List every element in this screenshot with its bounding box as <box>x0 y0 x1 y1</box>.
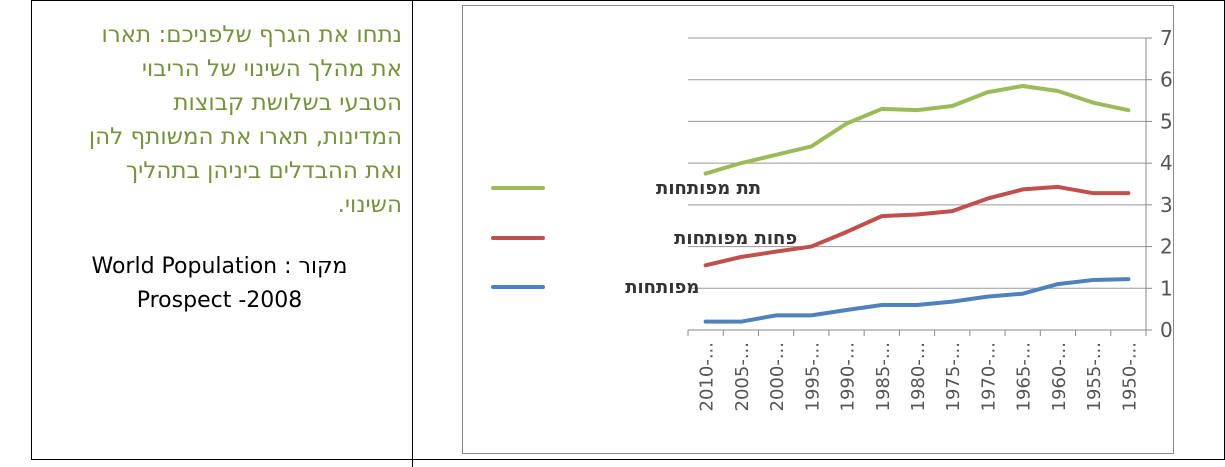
source-text-line2: Prospect -2008 <box>136 288 303 313</box>
y-tick-label: 7 <box>1160 26 1173 50</box>
x-tick-label: 1990-... <box>838 342 859 411</box>
line-chart: 0 1 2 3 4 5 6 7 2010-... 2005-... 2000-... 1995-...… <box>491 26 1173 411</box>
layout-table <box>31 0 1225 460</box>
x-tick-label: 1985-... <box>873 342 894 411</box>
y-tick-label: 1 <box>1160 276 1173 300</box>
question-line: הטבעי בשלושת קבוצות <box>173 90 402 116</box>
x-tick-label: 1950-... <box>1119 342 1140 411</box>
x-tick-label: 2010-... <box>697 342 718 411</box>
y-tick-label: 5 <box>1160 109 1173 133</box>
x-tick-label: 1980-... <box>908 342 929 411</box>
series-line <box>703 184 1131 268</box>
series-line <box>703 277 1131 324</box>
x-tick-label: 1955-... <box>1084 342 1105 411</box>
source-text-line1: World Population <box>91 254 278 279</box>
table-border-left <box>31 0 32 460</box>
y-tick-label: 6 <box>1160 68 1173 92</box>
table-cell-divider <box>412 0 413 467</box>
x-tick-label: 1960-... <box>1049 342 1070 411</box>
question-cell: נתחו את הגרף שלפניכם: תארו את מהלך השינו… <box>33 6 406 446</box>
chart-frame: 0 1 2 3 4 5 6 7 2010-... 2005-... 2000-... 1995-...… <box>462 5 1174 454</box>
legend-label: תת מפותחות <box>656 178 761 199</box>
source-label: מקור : <box>284 254 348 279</box>
y-tick-label: 4 <box>1160 151 1173 175</box>
legend-label: פחות מפותחות <box>674 228 797 249</box>
question-line: נתחו את הגרף שלפניכם: תארו <box>101 22 402 48</box>
series-line <box>703 83 1131 176</box>
x-tick-label: 1975-... <box>943 342 964 411</box>
question-line: המדינות, תארו את המשותף להן <box>88 124 402 150</box>
x-tick-label: 2000-... <box>767 342 788 411</box>
x-tick-label: 2005-... <box>732 342 753 411</box>
question-text: נתחו את הגרף שלפניכם: תארו את מהלך השינו… <box>33 18 402 222</box>
legend-label: מפותחות <box>625 277 699 298</box>
y-tick-label: 3 <box>1160 193 1173 217</box>
question-line: את מהלך השינוי של הריבוי <box>141 56 402 82</box>
x-tick-label: 1995-... <box>802 342 823 411</box>
question-line: ואת ההבדלים ביניהן בתהליך <box>125 158 402 184</box>
y-tick-label: 2 <box>1160 235 1173 259</box>
x-tick-label: 1965-... <box>1014 342 1035 411</box>
y-tick-label: 0 <box>1160 318 1173 342</box>
x-tick-label: 1970-... <box>978 342 999 411</box>
question-line: השינוי. <box>337 192 402 218</box>
source-citation: World Population מקור : Prospect -2008 <box>33 250 406 318</box>
